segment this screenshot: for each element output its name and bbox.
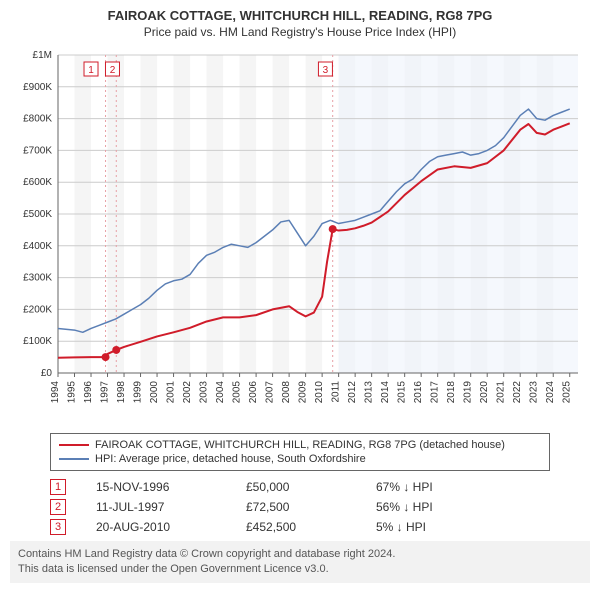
svg-text:2020: 2020 — [479, 381, 490, 404]
svg-text:1999: 1999 — [133, 381, 144, 404]
svg-text:2012: 2012 — [347, 381, 358, 404]
svg-text:2023: 2023 — [529, 381, 540, 404]
chart-subtitle: Price paid vs. HM Land Registry's House … — [10, 25, 590, 39]
svg-text:2018: 2018 — [446, 381, 457, 404]
legend-row-property: FAIROAK COTTAGE, WHITCHURCH HILL, READIN… — [59, 438, 541, 452]
marker-row: 2 11-JUL-1997 £72,500 56% ↓ HPI — [50, 497, 590, 517]
svg-text:2017: 2017 — [430, 381, 441, 404]
svg-text:2019: 2019 — [463, 381, 474, 404]
svg-text:1996: 1996 — [83, 381, 94, 404]
legend-label-hpi: HPI: Average price, detached house, Sout… — [95, 453, 366, 465]
chart-area: £0 £100K £200K £300K £400K £500K £600K £700K £80… — [10, 47, 590, 427]
attribution-line2: This data is licensed under the Open Gov… — [18, 562, 582, 577]
svg-text:2022: 2022 — [512, 381, 523, 404]
legend-row-hpi: HPI: Average price, detached house, Sout… — [59, 452, 541, 466]
svg-text:2000: 2000 — [149, 381, 160, 404]
svg-text:£600K: £600K — [23, 177, 52, 188]
legend-label-property: FAIROAK COTTAGE, WHITCHURCH HILL, READIN… — [95, 439, 505, 451]
legend-box: FAIROAK COTTAGE, WHITCHURCH HILL, READIN… — [50, 433, 550, 471]
marker-number-box: 3 — [50, 519, 66, 535]
svg-text:£800K: £800K — [23, 114, 52, 125]
marker-pct: 5% ↓ HPI — [376, 520, 476, 534]
marker-price: £72,500 — [246, 500, 346, 514]
svg-text:2021: 2021 — [496, 381, 507, 404]
marker-price: £50,000 — [246, 480, 346, 494]
attribution-line1: Contains HM Land Registry data © Crown c… — [18, 547, 582, 562]
marker-pct: 56% ↓ HPI — [376, 500, 476, 514]
svg-text:2024: 2024 — [545, 381, 556, 404]
svg-text:2008: 2008 — [281, 381, 292, 404]
marker-table: 1 15-NOV-1996 £50,000 67% ↓ HPI 2 11-JUL-1997… — [50, 477, 590, 537]
svg-text:2003: 2003 — [199, 381, 210, 404]
svg-text:1994: 1994 — [50, 381, 61, 404]
svg-text:2015: 2015 — [397, 381, 408, 404]
svg-text:2014: 2014 — [380, 381, 391, 404]
svg-text:2016: 2016 — [413, 381, 424, 404]
marker-date: 20-AUG-2010 — [96, 520, 216, 534]
chart-svg: £0 £100K £200K £300K £400K £500K £600K £700K £80… — [10, 47, 590, 427]
svg-text:2004: 2004 — [215, 381, 226, 404]
marker-row: 1 15-NOV-1996 £50,000 67% ↓ HPI — [50, 477, 590, 497]
svg-text:3: 3 — [323, 65, 329, 76]
svg-text:2010: 2010 — [314, 381, 325, 404]
svg-text:1997: 1997 — [100, 381, 111, 404]
svg-text:£900K: £900K — [23, 82, 52, 93]
svg-text:£200K: £200K — [23, 304, 52, 315]
marker-number-box: 1 — [50, 479, 66, 495]
svg-text:£1M: £1M — [33, 50, 52, 61]
svg-text:2011: 2011 — [331, 381, 342, 403]
svg-text:£500K: £500K — [23, 209, 52, 220]
svg-text:2006: 2006 — [248, 381, 259, 404]
marker-pct: 67% ↓ HPI — [376, 480, 476, 494]
marker-number-box: 2 — [50, 499, 66, 515]
marker-date: 15-NOV-1996 — [96, 480, 216, 494]
svg-text:2005: 2005 — [232, 381, 243, 404]
svg-text:£100K: £100K — [23, 336, 52, 347]
chart-container: FAIROAK COTTAGE, WHITCHURCH HILL, READIN… — [0, 0, 600, 589]
svg-text:2025: 2025 — [562, 381, 573, 404]
svg-text:2: 2 — [110, 65, 116, 76]
marker-date: 11-JUL-1997 — [96, 500, 216, 514]
svg-text:2013: 2013 — [364, 381, 375, 404]
svg-text:£400K: £400K — [23, 241, 52, 252]
marker-row: 3 20-AUG-2010 £452,500 5% ↓ HPI — [50, 517, 590, 537]
svg-text:1: 1 — [88, 65, 94, 76]
legend-swatch-property — [59, 444, 89, 446]
svg-text:£300K: £300K — [23, 273, 52, 284]
attribution-box: Contains HM Land Registry data © Crown c… — [10, 541, 590, 583]
svg-text:2001: 2001 — [166, 381, 177, 404]
chart-title: FAIROAK COTTAGE, WHITCHURCH HILL, READIN… — [10, 8, 590, 23]
legend-swatch-hpi — [59, 458, 89, 460]
svg-text:2007: 2007 — [265, 381, 276, 404]
svg-text:£700K: £700K — [23, 145, 52, 156]
svg-text:2009: 2009 — [298, 381, 309, 404]
marker-price: £452,500 — [246, 520, 346, 534]
svg-text:1995: 1995 — [67, 381, 78, 404]
svg-text:1998: 1998 — [116, 381, 127, 404]
svg-text:2002: 2002 — [182, 381, 193, 404]
svg-text:£0: £0 — [41, 368, 53, 379]
